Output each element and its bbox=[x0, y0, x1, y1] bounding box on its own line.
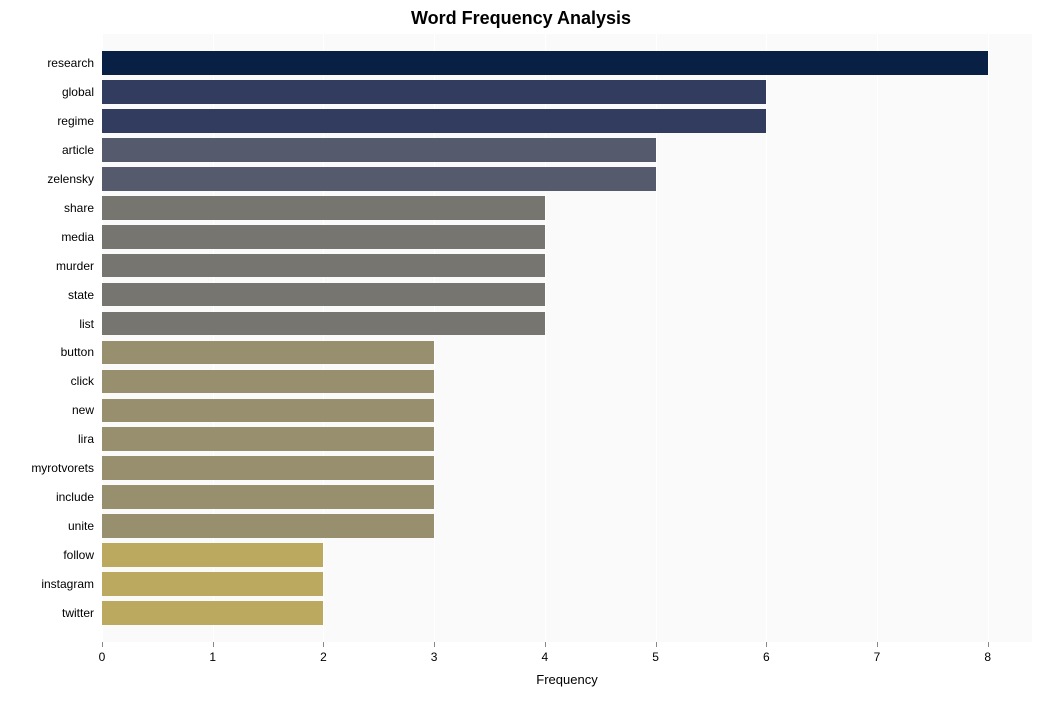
y-label-include: include bbox=[0, 490, 94, 504]
bar-article bbox=[102, 138, 656, 162]
x-tick-label: 7 bbox=[874, 650, 881, 664]
x-tickmark bbox=[877, 642, 878, 647]
x-tick-label: 3 bbox=[431, 650, 438, 664]
gridline bbox=[988, 34, 989, 642]
y-label-click: click bbox=[0, 374, 94, 388]
chart-container: Word Frequency Analysis research global re… bbox=[0, 0, 1042, 701]
y-label-button: button bbox=[0, 345, 94, 359]
x-tickmark bbox=[323, 642, 324, 647]
x-tickmark bbox=[545, 642, 546, 647]
y-label-myrotvorets: myrotvorets bbox=[0, 461, 94, 475]
y-label-global: global bbox=[0, 85, 94, 99]
x-tick-label: 2 bbox=[320, 650, 327, 664]
bar-unite bbox=[102, 514, 434, 538]
x-axis-label: Frequency bbox=[102, 672, 1032, 687]
y-label-zelensky: zelensky bbox=[0, 172, 94, 186]
bar-state bbox=[102, 283, 545, 307]
x-tick-label: 4 bbox=[542, 650, 549, 664]
x-tick-label: 8 bbox=[984, 650, 991, 664]
bar-share bbox=[102, 196, 545, 220]
y-label-share: share bbox=[0, 201, 94, 215]
y-label-unite: unite bbox=[0, 519, 94, 533]
x-tickmark bbox=[102, 642, 103, 647]
x-tick-label: 6 bbox=[763, 650, 770, 664]
bar-lira bbox=[102, 427, 434, 451]
x-tickmark bbox=[656, 642, 657, 647]
y-label-state: state bbox=[0, 288, 94, 302]
bar-button bbox=[102, 341, 434, 365]
bar-twitter bbox=[102, 601, 323, 625]
bar-zelensky bbox=[102, 167, 656, 191]
y-label-article: article bbox=[0, 143, 94, 157]
bar-follow bbox=[102, 543, 323, 567]
bar-murder bbox=[102, 254, 545, 278]
bar-myrotvorets bbox=[102, 456, 434, 480]
bar-new bbox=[102, 399, 434, 423]
bar-research bbox=[102, 51, 988, 75]
bar-regime bbox=[102, 109, 766, 133]
x-tickmark bbox=[434, 642, 435, 647]
bar-media bbox=[102, 225, 545, 249]
y-label-research: research bbox=[0, 56, 94, 70]
y-label-instagram: instagram bbox=[0, 577, 94, 591]
bar-include bbox=[102, 485, 434, 509]
x-tick-label: 0 bbox=[99, 650, 106, 664]
y-label-lira: lira bbox=[0, 432, 94, 446]
y-label-murder: murder bbox=[0, 259, 94, 273]
y-label-list: list bbox=[0, 317, 94, 331]
y-label-follow: follow bbox=[0, 548, 94, 562]
gridline bbox=[766, 34, 767, 642]
y-label-regime: regime bbox=[0, 114, 94, 128]
y-label-new: new bbox=[0, 403, 94, 417]
x-tickmark bbox=[766, 642, 767, 647]
gridline bbox=[877, 34, 878, 642]
bar-global bbox=[102, 80, 766, 104]
bar-instagram bbox=[102, 572, 323, 596]
bar-list bbox=[102, 312, 545, 336]
plot-area bbox=[102, 34, 1032, 642]
x-tick-label: 1 bbox=[209, 650, 216, 664]
x-tick-label: 5 bbox=[652, 650, 659, 664]
y-label-twitter: twitter bbox=[0, 606, 94, 620]
bar-click bbox=[102, 370, 434, 394]
chart-title: Word Frequency Analysis bbox=[0, 8, 1042, 29]
x-tickmark bbox=[988, 642, 989, 647]
x-tickmark bbox=[213, 642, 214, 647]
y-label-media: media bbox=[0, 230, 94, 244]
